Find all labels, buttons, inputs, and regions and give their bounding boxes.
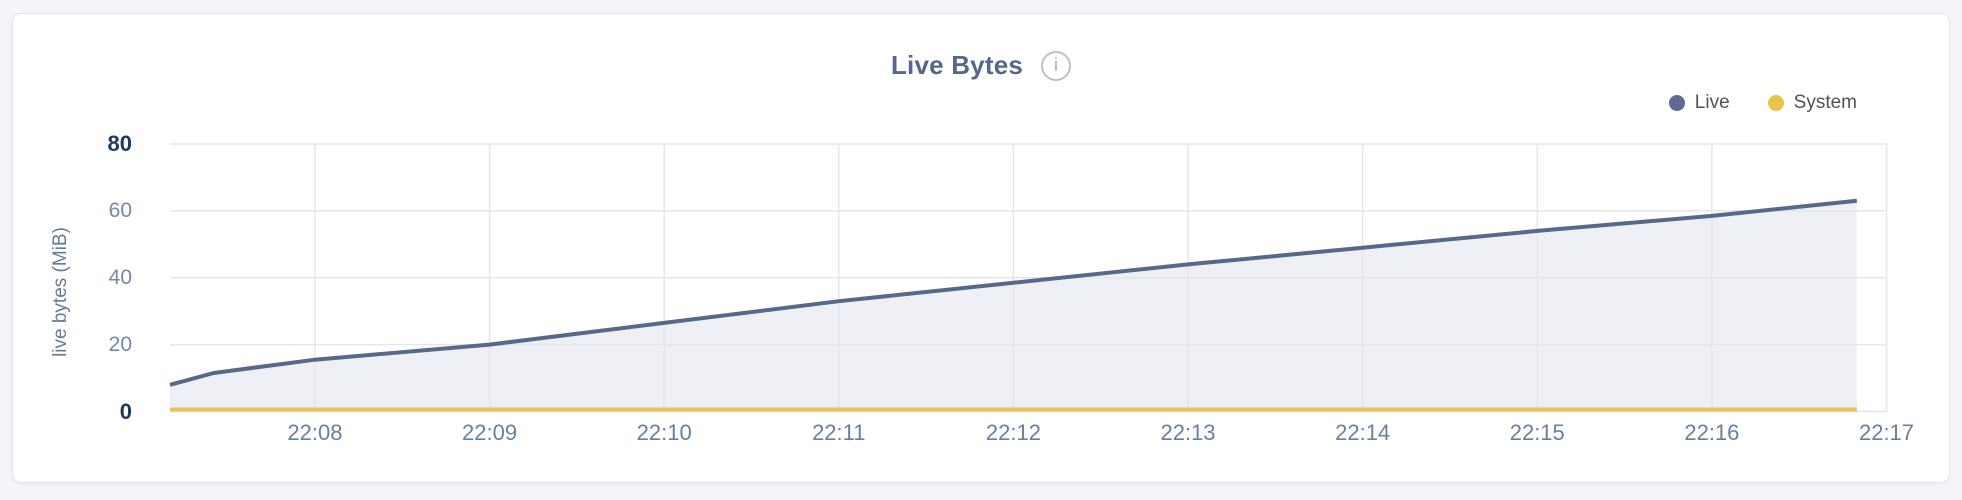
metric-card: Live Bytes i Live System live bytes (MiB… — [12, 13, 1950, 483]
y-tick-label: 80 — [107, 131, 132, 156]
x-tick-label: 22:13 — [1160, 420, 1216, 445]
y-tick-label: 40 — [108, 265, 132, 289]
x-tick-label: 22:12 — [985, 420, 1041, 445]
chart-header: Live Bytes i — [13, 50, 1949, 81]
y-tick-label: 60 — [108, 198, 132, 222]
info-icon[interactable]: i — [1041, 50, 1072, 81]
y-tick-label: 0 — [119, 398, 132, 424]
system-series-dot-icon — [1767, 95, 1784, 111]
x-tick-label: 22:16 — [1684, 420, 1740, 445]
x-tick-label: 22:15 — [1509, 420, 1565, 445]
legend-label: Live — [1694, 92, 1730, 113]
live-series-dot-icon — [1668, 95, 1685, 111]
x-tick-label: 22:11 — [812, 420, 866, 445]
chart-title: Live Bytes — [890, 50, 1024, 80]
legend-label: System — [1793, 92, 1857, 113]
x-tick-label: 22:14 — [1335, 420, 1391, 445]
legend-item-system[interactable]: System — [1767, 92, 1857, 114]
y-tick-label: 20 — [108, 332, 132, 356]
x-tick-label: 22:08 — [287, 420, 343, 445]
y-axis-title: live bytes (MiB) — [50, 227, 71, 357]
chart-legend: Live System — [1668, 92, 1857, 114]
x-tick-label: 22:10 — [636, 420, 692, 445]
x-tick-label: 22:17 — [1858, 420, 1915, 445]
x-tick-label: 22:09 — [462, 420, 518, 445]
legend-item-live[interactable]: Live — [1668, 92, 1730, 114]
